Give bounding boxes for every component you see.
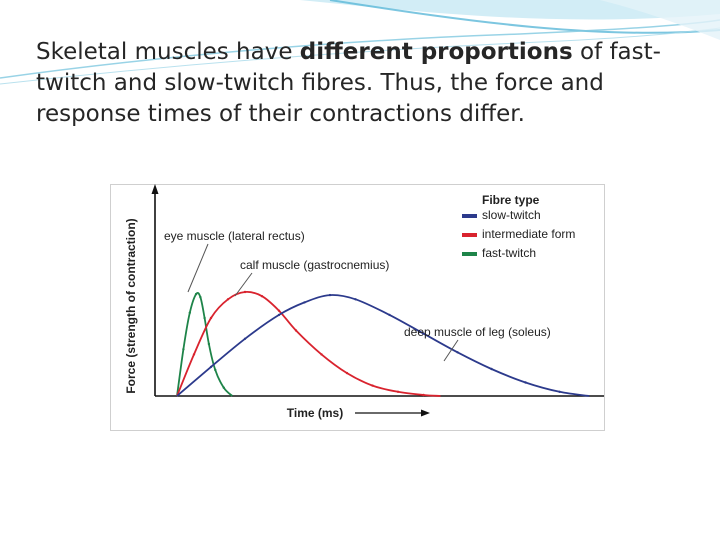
legend-entries: slow-twitch intermediate form fast-twitch <box>462 208 575 260</box>
legend-title: Fibre type <box>482 193 540 207</box>
series-point <box>182 348 185 351</box>
series-point <box>243 290 247 294</box>
series-point <box>524 381 527 384</box>
legend-label: slow-twitch <box>482 208 541 222</box>
slide-header-decoration <box>0 0 720 85</box>
series-layer <box>176 290 590 397</box>
series-point <box>209 316 213 320</box>
body-text-start: Skeletal muscles have <box>36 39 300 65</box>
series-point <box>558 390 561 393</box>
series-point <box>199 296 202 299</box>
series-point <box>260 295 264 298</box>
series-point <box>214 368 217 372</box>
y-axis-label: Force (strength of contraction) <box>124 218 138 393</box>
legend-swatch <box>462 233 477 237</box>
legend-label: fast-twitch <box>482 246 536 260</box>
series-point <box>209 365 213 369</box>
legend-label: intermediate form <box>482 227 575 241</box>
series-point <box>277 313 281 317</box>
x-axis-label-arrowhead <box>421 409 430 417</box>
slide-body-text: Skeletal muscles have different proporti… <box>36 37 696 130</box>
annotation-fast-twitch-leader <box>187 243 209 293</box>
series-point <box>371 384 374 387</box>
series-point <box>354 298 357 301</box>
series-point <box>277 309 281 312</box>
series-point <box>490 367 493 371</box>
series-point <box>194 292 198 296</box>
series-line-slow-twitch <box>176 294 590 397</box>
muscle-contraction-chart: Force (strength of contraction) Time (ms… <box>110 184 605 431</box>
series-point <box>303 301 306 304</box>
series-point <box>422 393 425 397</box>
series-point <box>320 353 323 356</box>
x-axis-label: Time (ms) <box>287 406 343 420</box>
series-point <box>203 316 206 320</box>
annotation-intermediate-leader <box>234 272 253 297</box>
series-point <box>226 298 230 301</box>
series-point <box>222 386 225 389</box>
series-line-fast-twitch <box>176 291 233 397</box>
series-point <box>328 293 332 297</box>
annotation-slow-twitch-leader <box>443 339 459 362</box>
annotations: eye muscle (lateral rectus) calf muscle … <box>164 229 551 362</box>
legend-swatch <box>462 214 477 218</box>
legend: Fibre type slow-twitch intermediate form f… <box>462 193 575 260</box>
series-point <box>396 390 400 393</box>
y-axis-arrowhead <box>151 184 159 194</box>
series-line-intermediate-form <box>176 291 441 397</box>
body-text-end: of fast-twitch and slow-twitch fibres. T… <box>36 39 661 127</box>
series-point <box>388 313 391 317</box>
series-point <box>207 342 211 346</box>
annotation-intermediate: calf muscle (gastrocnemius) <box>240 258 389 272</box>
body-text-bold: different proportions <box>299 39 573 65</box>
annotation-slow-twitch: deep muscle of leg (soleus) <box>404 325 551 339</box>
series-point <box>188 311 191 314</box>
series-point <box>294 329 298 332</box>
annotation-fast-twitch: eye muscle (lateral rectus) <box>164 229 305 243</box>
series-point <box>243 337 247 340</box>
series-point <box>422 332 425 335</box>
legend-swatch <box>462 252 477 256</box>
series-point <box>456 351 459 354</box>
series-point <box>192 353 196 356</box>
chart-frame <box>110 184 605 431</box>
series-point <box>345 371 349 375</box>
